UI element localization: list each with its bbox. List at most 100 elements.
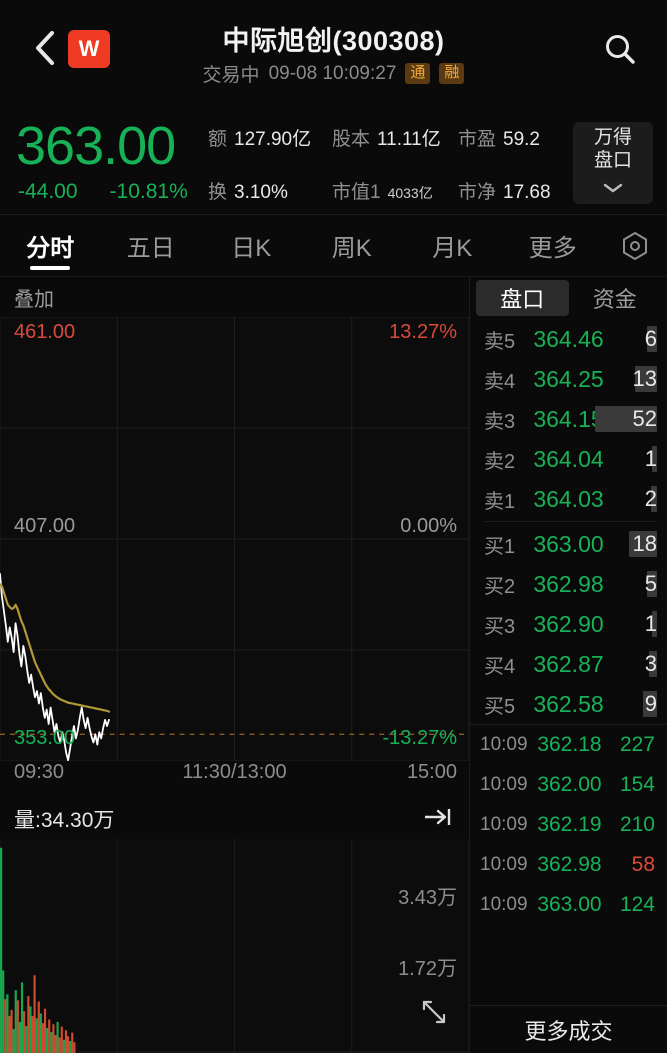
list-item[interactable]: 10:09 363.00 124 xyxy=(470,885,667,925)
trade-qty: 124 xyxy=(619,893,655,916)
trade-time: 10:09 xyxy=(480,854,528,875)
axis-mid-price: 407.00 xyxy=(14,515,76,537)
list-item[interactable]: 10:09 362.00 154 xyxy=(470,765,667,805)
trade-price: 362.19 xyxy=(537,813,602,836)
ask-volume-bar xyxy=(647,326,657,352)
ask-price: 364.15 xyxy=(533,405,604,432)
ask-level: 卖2 xyxy=(484,450,516,473)
search-icon[interactable] xyxy=(597,26,643,72)
stat-key: 市值1 xyxy=(332,182,381,203)
back-icon[interactable] xyxy=(28,28,62,68)
ask-volume-bar xyxy=(635,366,657,392)
tab-five-day[interactable]: 五日 xyxy=(126,235,175,262)
bid-price: 362.58 xyxy=(533,690,604,717)
table-row[interactable]: 买5 362.58 9 xyxy=(470,684,667,724)
trade-time: 10:09 xyxy=(480,894,528,915)
ask-qty: 13 xyxy=(632,366,657,391)
list-item[interactable]: 10:09 362.18 227 xyxy=(470,725,667,765)
trade-price: 362.98 xyxy=(537,853,602,876)
orderbook-bids: 买1 363.00 18 买2 362.98 5 买3 362.90 1 买4 362.87 3… xyxy=(470,524,667,724)
bid-level: 买1 xyxy=(484,535,516,558)
table-row[interactable]: 买3 362.90 1 xyxy=(470,604,667,644)
bid-qty: 3 xyxy=(644,651,657,676)
trade-qty: 227 xyxy=(619,733,655,756)
trade-price: 362.18 xyxy=(537,733,602,756)
stat-key: 股本 xyxy=(332,129,371,150)
trade-price: 362.00 xyxy=(537,773,602,796)
market-status-row: 交易中 09-08 10:09:27 通 融 xyxy=(0,60,667,87)
stat-value: 17.68 xyxy=(503,182,551,203)
ask-price: 364.46 xyxy=(533,325,604,352)
wind-button-line1: 万得 xyxy=(593,126,632,148)
gear-icon[interactable] xyxy=(603,231,667,261)
table-row[interactable]: 买2 362.98 5 xyxy=(470,564,667,604)
bid-level: 买5 xyxy=(484,695,516,718)
x-tick-close: 15:00 xyxy=(406,761,457,783)
stat-value: 4033亿 xyxy=(387,185,433,201)
bid-level: 买2 xyxy=(484,575,516,598)
ask-price: 364.25 xyxy=(533,365,604,392)
tab-orderbook[interactable]: 盘口 xyxy=(476,280,569,316)
stat-value: 59.2 xyxy=(503,129,540,150)
volume-chart[interactable]: 3.43万 1.72万 xyxy=(0,839,469,1053)
bid-price: 363.00 xyxy=(533,530,604,557)
ask-price: 364.03 xyxy=(533,485,604,512)
volume-chart-svg xyxy=(0,839,469,1053)
badge-margin: 融 xyxy=(439,62,465,85)
table-row[interactable]: 卖2 364.04 1 xyxy=(470,439,667,479)
change-row: -44.00 -10.81% xyxy=(18,180,188,204)
bid-price: 362.98 xyxy=(533,570,604,597)
table-row[interactable]: 卖3 364.15 52 xyxy=(470,399,667,439)
bid-volume-bar xyxy=(652,611,657,637)
ask-volume-bar xyxy=(595,406,657,432)
jump-to-end-icon[interactable] xyxy=(423,806,453,833)
trade-time: 10:09 xyxy=(480,774,528,795)
bid-price: 362.87 xyxy=(533,650,604,677)
ask-volume-bar xyxy=(652,446,657,472)
bid-qty: 9 xyxy=(644,691,657,716)
table-row[interactable]: 卖1 364.03 2 xyxy=(470,479,667,519)
last-price: 363.00 xyxy=(16,116,176,176)
bid-level: 买3 xyxy=(484,615,516,638)
trade-ticker: 10:09 362.18 227 10:09 362.00 154 10:09 362.1… xyxy=(470,724,667,1005)
table-row[interactable]: 卖4 364.25 13 xyxy=(470,359,667,399)
overlay-button[interactable]: 叠加 xyxy=(14,288,54,311)
tab-fenshi[interactable]: 分时 xyxy=(0,215,101,276)
list-item[interactable]: 10:09 362.98 58 xyxy=(470,845,667,885)
expand-icon[interactable] xyxy=(421,999,447,1030)
ask-level: 卖1 xyxy=(484,490,516,513)
change-absolute: -44.00 xyxy=(18,180,78,203)
more-trades-button[interactable]: 更多成交 xyxy=(470,1005,667,1053)
chart-column: 叠加 461.00 13.27% 407.00 0.00% 353.00 -13… xyxy=(0,277,470,1053)
ask-level: 卖4 xyxy=(484,370,516,393)
ask-price: 364.04 xyxy=(533,445,604,472)
bid-qty: 5 xyxy=(644,571,657,596)
wind-logo-text: W xyxy=(78,36,100,61)
stat-key: 额 xyxy=(208,129,228,150)
intraday-price-chart[interactable]: 461.00 13.27% 407.00 0.00% 353.00 -13.27… xyxy=(0,317,469,761)
tab-monthly-k[interactable]: 月K xyxy=(432,235,473,262)
tab-weekly-k[interactable]: 周K xyxy=(331,235,372,262)
tab-daily-k[interactable]: 日K xyxy=(231,235,272,262)
volume-header: 量:34.30万 xyxy=(0,799,469,839)
table-row[interactable]: 买4 362.87 3 xyxy=(470,644,667,684)
market-status: 交易中 xyxy=(202,65,260,86)
trade-time: 10:09 xyxy=(480,734,528,755)
axis-top-pct: 13.27% xyxy=(389,321,457,343)
axis-mid-pct: 0.00% xyxy=(400,515,457,537)
table-row[interactable]: 卖5 364.46 6 xyxy=(470,319,667,359)
tab-more[interactable]: 更多 xyxy=(528,235,577,262)
ask-volume-bar xyxy=(651,486,657,512)
change-percent: -10.81% xyxy=(109,180,188,203)
stat-key: 市净 xyxy=(458,182,497,203)
tab-capital-flow[interactable]: 资金 xyxy=(592,287,637,312)
wind-orderbook-button[interactable]: 万得 盘口 xyxy=(573,122,653,204)
stat-shares: 股本 11.11亿 xyxy=(332,124,458,151)
x-tick-open: 09:30 xyxy=(14,761,65,783)
volume-label: 量:34.30万 xyxy=(14,809,115,832)
wind-logo[interactable]: W xyxy=(68,30,110,68)
list-item[interactable]: 10:09 362.19 210 xyxy=(470,805,667,845)
table-row[interactable]: 买1 363.00 18 xyxy=(470,524,667,564)
ask-qty: 2 xyxy=(644,486,657,511)
